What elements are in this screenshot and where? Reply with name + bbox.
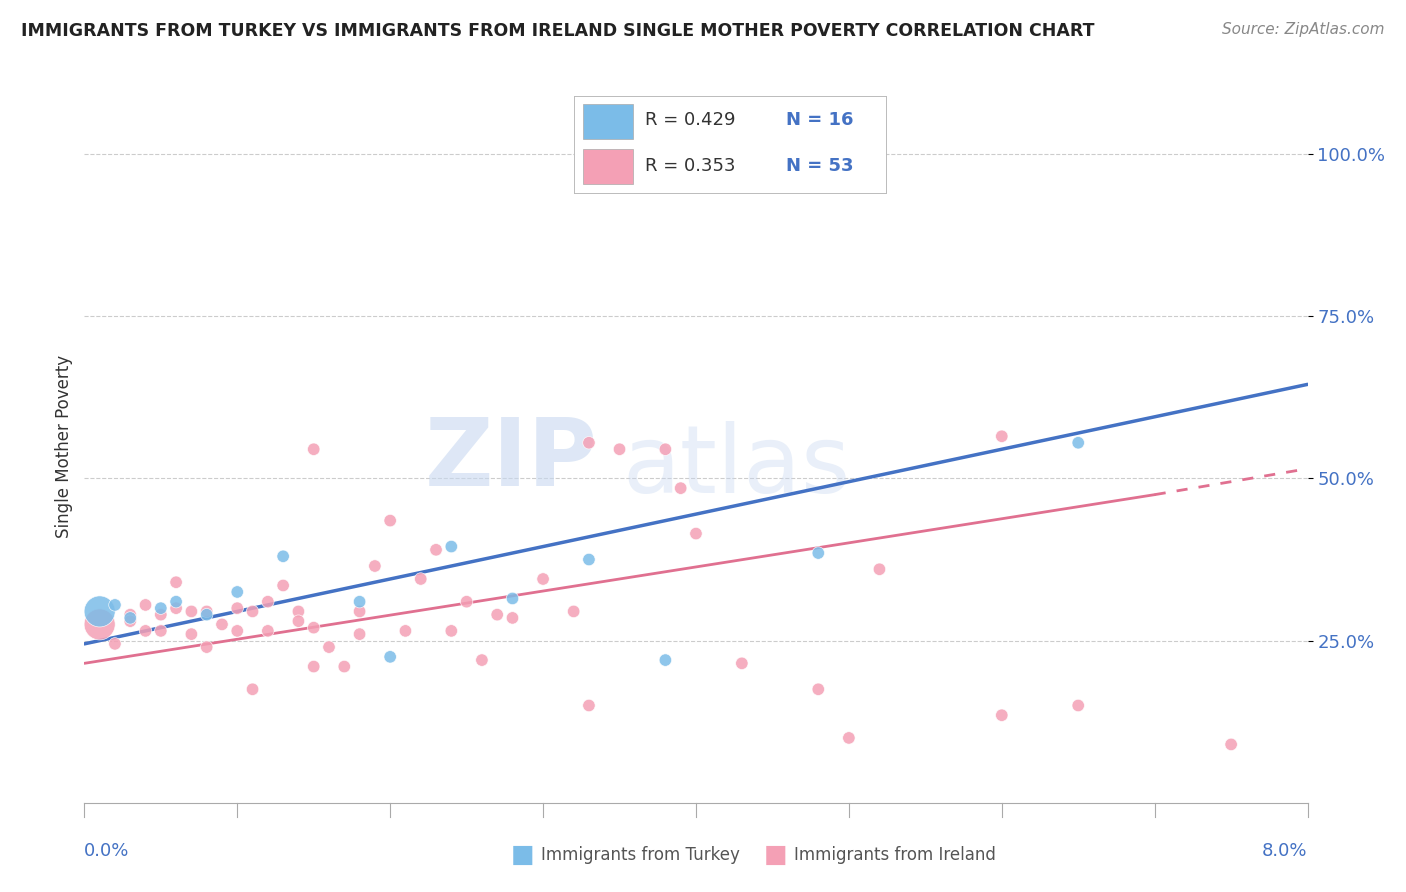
Text: 0.0%: 0.0%	[84, 842, 129, 860]
Text: ■: ■	[763, 843, 787, 866]
Point	[838, 731, 860, 745]
Point	[318, 640, 340, 654]
Point	[271, 549, 294, 564]
Point	[471, 653, 494, 667]
Point	[501, 611, 523, 625]
Point	[364, 559, 387, 574]
Point	[120, 614, 142, 628]
Point	[287, 604, 309, 618]
Point	[440, 624, 463, 638]
Point	[302, 442, 325, 457]
Text: IMMIGRANTS FROM TURKEY VS IMMIGRANTS FROM IRELAND SINGLE MOTHER POVERTY CORRELAT: IMMIGRANTS FROM TURKEY VS IMMIGRANTS FRO…	[21, 22, 1095, 40]
Point	[380, 514, 402, 528]
Point	[149, 624, 172, 638]
Point	[1067, 698, 1090, 713]
Text: ■: ■	[510, 843, 534, 866]
Point	[578, 552, 600, 566]
Point	[226, 585, 249, 599]
Text: 8.0%: 8.0%	[1263, 842, 1308, 860]
Point	[242, 604, 264, 618]
Point	[486, 607, 509, 622]
Point	[578, 435, 600, 450]
Point	[409, 572, 432, 586]
Text: Source: ZipAtlas.com: Source: ZipAtlas.com	[1222, 22, 1385, 37]
Text: Immigrants from Ireland: Immigrants from Ireland	[794, 846, 997, 863]
Point	[440, 540, 463, 554]
Point	[349, 604, 371, 618]
Text: ZIP: ZIP	[425, 414, 598, 507]
Point	[990, 708, 1012, 723]
Point	[531, 572, 554, 586]
Point	[302, 621, 325, 635]
Point	[654, 442, 676, 457]
Point	[271, 578, 294, 592]
Point	[165, 595, 187, 609]
Point	[165, 601, 187, 615]
Point	[380, 649, 402, 664]
Point	[609, 150, 631, 164]
Point	[104, 598, 127, 612]
Point	[501, 591, 523, 606]
Point	[242, 682, 264, 697]
Point	[990, 429, 1012, 443]
Point	[333, 659, 356, 673]
Point	[180, 604, 202, 618]
Point	[731, 657, 754, 671]
Point	[302, 659, 325, 673]
Point	[226, 624, 249, 638]
Point	[135, 598, 157, 612]
Point	[349, 627, 371, 641]
Point	[425, 542, 447, 557]
Point	[89, 617, 111, 632]
Point	[257, 624, 280, 638]
Point	[257, 595, 280, 609]
Point	[349, 595, 371, 609]
Point	[135, 624, 157, 638]
Point	[89, 604, 111, 618]
Point	[195, 640, 218, 654]
Point	[1067, 435, 1090, 450]
Point	[562, 604, 585, 618]
Point	[211, 617, 233, 632]
Point	[669, 481, 692, 495]
Point	[1220, 738, 1243, 752]
Point	[807, 546, 830, 560]
Y-axis label: Single Mother Poverty: Single Mother Poverty	[55, 354, 73, 538]
Point	[807, 682, 830, 697]
Point	[165, 575, 187, 590]
Point	[609, 442, 631, 457]
Point	[149, 607, 172, 622]
Point	[104, 637, 127, 651]
Point	[394, 624, 416, 638]
Point	[685, 526, 707, 541]
Point	[195, 604, 218, 618]
Point	[120, 607, 142, 622]
Point	[226, 601, 249, 615]
Point	[180, 627, 202, 641]
Point	[287, 614, 309, 628]
Point	[149, 601, 172, 615]
Point	[120, 611, 142, 625]
Text: atlas: atlas	[623, 421, 851, 514]
Point	[456, 595, 478, 609]
Point	[578, 698, 600, 713]
Point	[869, 562, 891, 576]
Point	[195, 607, 218, 622]
Text: Immigrants from Turkey: Immigrants from Turkey	[541, 846, 740, 863]
Point	[654, 653, 676, 667]
